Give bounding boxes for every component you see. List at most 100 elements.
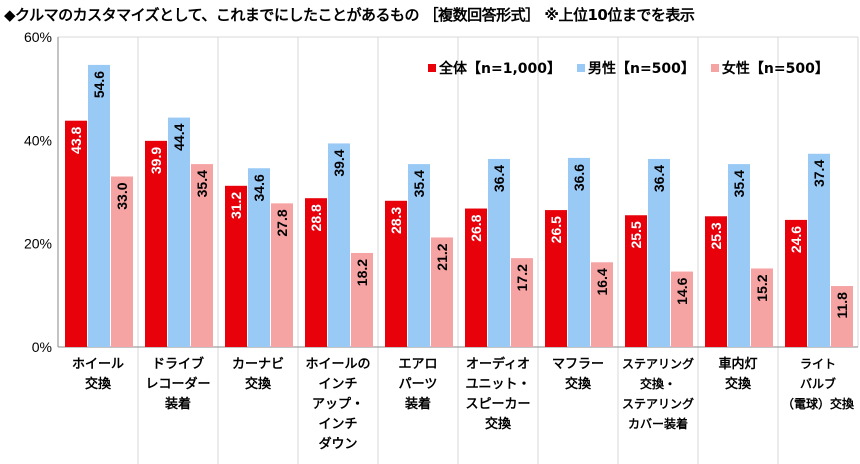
bar — [625, 215, 647, 347]
x-tick-label: ホイールの — [305, 357, 370, 372]
bar — [465, 208, 487, 347]
bar — [408, 164, 430, 347]
x-tick-label: バルブ — [800, 376, 836, 391]
x-tick-label: ユニット・ — [465, 377, 530, 392]
bar — [831, 286, 853, 347]
x-tick-label: カーナビ — [232, 356, 284, 372]
x-tick-label: カバー装着 — [628, 416, 688, 431]
x-tick-label: （電球）交換 — [782, 396, 855, 411]
x-tick-label: 交換 — [485, 416, 512, 432]
legend-label: 女性【n=500】 — [721, 61, 829, 77]
data-label: 21.2 — [434, 243, 450, 270]
bar — [168, 117, 190, 347]
data-label: 25.3 — [708, 222, 724, 249]
bar — [271, 203, 293, 347]
legend-item-all: 全体【n=1,000】 — [428, 58, 561, 78]
bar — [351, 252, 373, 347]
x-tick-label: 交換・ — [640, 376, 676, 391]
x-tick-label: 装着 — [164, 396, 191, 412]
data-label: 28.3 — [388, 207, 404, 234]
x-tick-label: ステアリング — [622, 396, 694, 411]
data-label: 27.8 — [274, 209, 290, 236]
data-label: 44.4 — [171, 123, 187, 150]
legend-item-male: 男性【n=500】 — [576, 58, 695, 78]
x-tick-label: マフラー — [552, 357, 604, 372]
data-label: 11.8 — [834, 292, 850, 319]
legend-swatch — [428, 64, 436, 72]
x-tick-label: 交換 — [245, 376, 272, 392]
chart-title: ◆クルマのカスタマイズとして、これまでにしたことがあるもの ［複数回答形式］ ※… — [4, 6, 695, 24]
bar — [488, 158, 510, 347]
data-label: 24.6 — [788, 226, 804, 253]
data-label: 14.6 — [674, 277, 690, 304]
x-tick-label: ライト — [800, 357, 836, 371]
y-tick-label: 0% — [32, 339, 52, 355]
data-label: 28.8 — [308, 204, 324, 231]
data-label: 18.2 — [354, 259, 370, 286]
data-label: 37.4 — [811, 160, 827, 187]
x-tick-label: エアロ — [398, 357, 437, 372]
bar — [191, 164, 213, 347]
bar — [545, 210, 567, 347]
x-tick-label: ステアリング — [622, 356, 694, 371]
data-label: 26.5 — [548, 216, 564, 243]
data-label: 35.4 — [731, 170, 747, 197]
bar — [568, 157, 590, 347]
bar — [511, 258, 533, 347]
x-tick-label: パーツ — [399, 377, 438, 392]
legend-item-female: 女性【n=500】 — [710, 58, 829, 78]
x-tick-label: インチ — [318, 417, 357, 432]
x-tick-label: レコーダー — [145, 376, 210, 392]
y-tick-label: 40% — [24, 132, 52, 148]
x-tick-label: スピーカー — [465, 397, 530, 412]
bar — [145, 140, 167, 347]
bar — [648, 158, 670, 347]
bar — [728, 164, 750, 347]
data-label: 25.5 — [628, 221, 644, 248]
x-tick-label: オーディオ — [466, 356, 530, 372]
data-label: 33.0 — [114, 182, 130, 209]
bar — [88, 64, 110, 348]
data-label: 35.4 — [194, 170, 210, 197]
x-tick-label: 交換 — [565, 376, 592, 392]
data-label: 15.2 — [754, 274, 770, 301]
x-tick-label: 交換 — [85, 376, 112, 392]
data-label: 36.6 — [571, 164, 587, 191]
bar — [305, 198, 327, 347]
data-label: 43.8 — [68, 126, 84, 153]
bar — [328, 143, 350, 347]
data-label: 36.4 — [491, 165, 507, 192]
data-label: 39.4 — [331, 149, 347, 176]
legend-swatch — [710, 64, 719, 72]
y-tick-label: 60% — [24, 29, 52, 45]
x-tick-label: アップ・ — [312, 397, 364, 412]
bar — [591, 262, 613, 347]
data-label: 36.4 — [651, 165, 667, 192]
bar — [751, 268, 773, 347]
bar — [65, 120, 87, 347]
data-label: 35.4 — [411, 170, 427, 197]
data-label: 16.4 — [594, 268, 610, 295]
bar — [705, 216, 727, 347]
bar — [111, 176, 133, 347]
x-tick-label: ドライブ — [152, 356, 204, 372]
legend-label: 男性【n=500】 — [587, 61, 695, 77]
data-label: 31.2 — [228, 192, 244, 219]
bar — [385, 200, 407, 347]
data-label: 39.9 — [148, 147, 164, 174]
bar — [808, 153, 830, 347]
x-tick-label: 交換 — [725, 376, 752, 392]
data-label: 54.6 — [91, 71, 107, 98]
y-tick-label: 20% — [24, 236, 52, 252]
bar — [225, 185, 247, 347]
data-label: 34.6 — [251, 174, 267, 201]
x-tick-label: インチ — [318, 377, 357, 392]
data-label: 17.2 — [514, 264, 530, 291]
bar — [785, 219, 807, 347]
legend-swatch — [576, 64, 585, 72]
bar — [431, 237, 453, 347]
legend: 全体【n=1,000】 男性【n=500】 女性【n=500】 — [428, 58, 829, 78]
data-label: 26.8 — [468, 214, 484, 241]
x-tick-label: ダウン — [318, 436, 357, 452]
x-tick-label: 装着 — [404, 396, 431, 412]
